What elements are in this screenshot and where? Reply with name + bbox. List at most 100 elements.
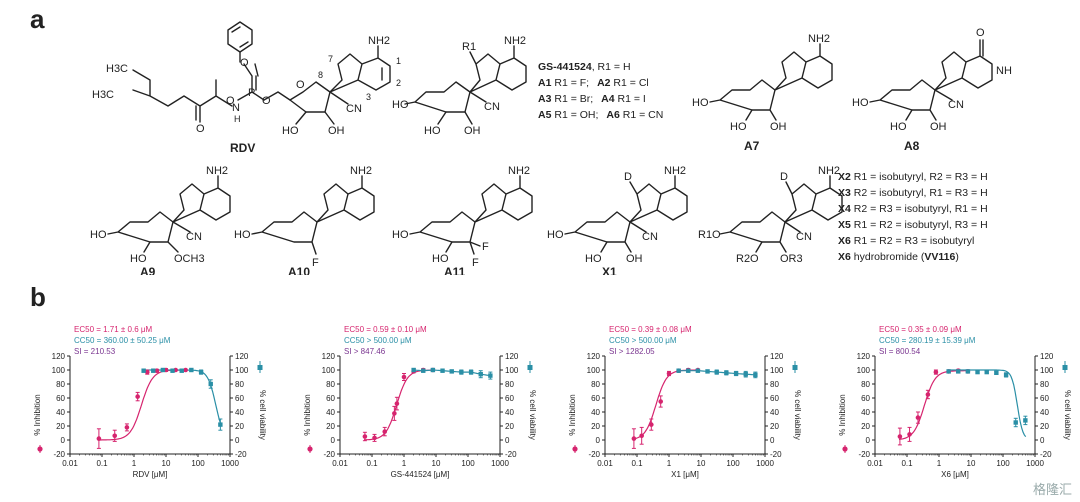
inhibition-point [96, 436, 102, 441]
watermark: 格隆汇 [1032, 482, 1072, 497]
y-tick-label-left: 60 [591, 394, 600, 403]
cc50-label: CC50 > 500.00 μM [609, 336, 677, 345]
svg-text:A5 R1 = OH;A6 R1 = CN: A5 R1 = OH; A6 R1 = CN [538, 109, 663, 121]
x-axis-label: X1 [μM] [671, 470, 699, 479]
chart-2: -20 -20 0 0 20 20 40 40 60 60 80 80 100 100 120 120 0.01… [303, 325, 537, 479]
y-tick-label-right: 80 [770, 380, 779, 389]
inhibition-point [112, 433, 118, 439]
viability-point [198, 369, 204, 375]
y-tick-label-left: 100 [857, 366, 871, 375]
a11-ho-5: HO [392, 229, 409, 241]
chart-1: -20 -20 0 0 20 20 40 40 60 60 80 80 100 100 120 120 0.01… [33, 325, 267, 479]
a9-ho-5: HO [90, 229, 107, 241]
inhibition-point [382, 429, 388, 434]
y-tick-label-right: 60 [505, 394, 514, 403]
inhibition-point [666, 371, 672, 376]
gs-legend-1-bold: A1 [538, 77, 552, 89]
y-tick-label-left: 60 [326, 394, 335, 403]
xs-r1o: R1O [698, 229, 721, 241]
y-tick-label-right: -20 [505, 450, 517, 459]
inhibition-point [401, 374, 407, 380]
gs-legend-2-text2: R1 = I [615, 93, 646, 105]
xs-or3: OR3 [780, 253, 803, 265]
inhibition-point [183, 367, 188, 373]
inhibition-point [394, 401, 400, 406]
y-tick-label-left: 120 [587, 352, 601, 361]
a11-name: A11 [444, 265, 466, 275]
x1-cn: CN [642, 231, 658, 243]
x-tick-label: 100 [461, 459, 475, 468]
svg-text:X2 R1 = isobutyryl, R2 = R3 =: X2 R1 = isobutyryl, R2 = R3 = H [838, 171, 988, 183]
rdv-oh: OH [328, 125, 345, 137]
inhibition-point [135, 394, 140, 399]
y-axis-label-right: % cell viability [528, 390, 537, 440]
xs-legend-5-bold: X6 [838, 251, 851, 263]
svg-text:X4 R2 = R3 = isobutyryl, R1 =: X4 R2 = R3 = isobutyryl, R1 = H [838, 203, 988, 215]
y-tick-label-left: 60 [56, 394, 65, 403]
a11-f2: F [472, 257, 479, 269]
panel-label-a: a [30, 4, 45, 34]
svg-text:X6 hydrobromide (VV116): X6 hydrobromide (VV116) [838, 251, 959, 263]
y-tick-label-right: 120 [1040, 352, 1054, 361]
inhibition-point [907, 432, 912, 437]
a11-ho: HO [432, 253, 449, 265]
gs-legend-2-bold: A3 [538, 93, 552, 105]
x-tick-label: 1000 [1026, 459, 1044, 468]
chemical-structures: H3C H3C O O N H P O O O HO OH CN NH2 7 8… [90, 21, 1012, 275]
gs-legend-1-text: R1 = F; [551, 77, 589, 89]
a11-nh2: NH2 [508, 165, 530, 177]
x-tick-label: 1 [402, 459, 407, 468]
x1-ho-5: HO [547, 229, 564, 241]
ec50-label: EC50 = 0.39 ± 0.08 μM [609, 325, 692, 334]
rdv-ho: HO [282, 125, 299, 137]
inhibition-point [144, 369, 150, 375]
y-tick-label-left: 40 [326, 408, 335, 417]
xs-legend-0-text: R1 = isobutyryl, R2 = R3 = H [851, 171, 988, 183]
viability-point [956, 369, 961, 374]
gs-legend-3-text: R1 = OH; [551, 109, 598, 121]
y-tick-label-left: 60 [861, 394, 870, 403]
rdv-num-2: 2 [396, 78, 401, 88]
inhibition-point [897, 434, 903, 439]
svg-text:A3 R1 = Br;A4 R1 = I: A3 R1 = Br; A4 R1 = I [538, 93, 646, 105]
rdv-p: P [248, 87, 255, 99]
rdv-nh-n: N [232, 102, 240, 114]
viability-point [141, 368, 146, 373]
x-tick-label: 1000 [221, 459, 239, 468]
x-tick-label: 0.01 [332, 459, 348, 468]
x-tick-label: 10 [432, 459, 441, 468]
xs-legend-4-text: R1 = R2 = R3 = isobutyryl [851, 235, 974, 247]
y-tick-label-right: 40 [235, 408, 244, 417]
viability-point [753, 372, 758, 378]
cc50-label: CC50 > 500.00 μM [344, 336, 412, 345]
inhibition-fit-curve [98, 369, 186, 441]
rdv-h3c-bottom: H3C [92, 89, 114, 101]
ec50-label: EC50 = 0.35 ± 0.09 μM [879, 325, 962, 334]
rdv-name: RDV [230, 141, 255, 155]
a8-cn: CN [948, 99, 964, 111]
gs-legend-1-text2: R1 = Cl [611, 77, 649, 89]
x-tick-label: 1000 [491, 459, 509, 468]
si-label: SI = 210.53 [74, 347, 116, 356]
x-tick-label: 0.1 [631, 459, 643, 468]
inhibition-point [154, 368, 160, 373]
y-tick-label-right: 80 [1040, 380, 1049, 389]
rdv-ring-o: O [296, 79, 305, 91]
a7-ho-5: HO [692, 97, 709, 109]
x-tick-label: 0.01 [62, 459, 78, 468]
y-tick-label-right: 0 [1040, 436, 1045, 445]
y-tick-label-left: 0 [866, 436, 871, 445]
a9-och3: OCH3 [174, 253, 205, 265]
y-axis-label-left: % Inhibition [838, 394, 847, 435]
x-tick-label: 100 [996, 459, 1010, 468]
xs-legend-3-bold: X5 [838, 219, 851, 231]
y-tick-label-left: -20 [53, 450, 65, 459]
y-tick-label-left: -20 [858, 450, 870, 459]
y-tick-label-right: 80 [235, 380, 244, 389]
viability-point [743, 372, 748, 377]
viability-point [733, 371, 739, 376]
y-tick-label-right: 40 [770, 408, 779, 417]
y-tick-label-left: -20 [588, 450, 600, 459]
y-tick-label-right: 0 [505, 436, 510, 445]
